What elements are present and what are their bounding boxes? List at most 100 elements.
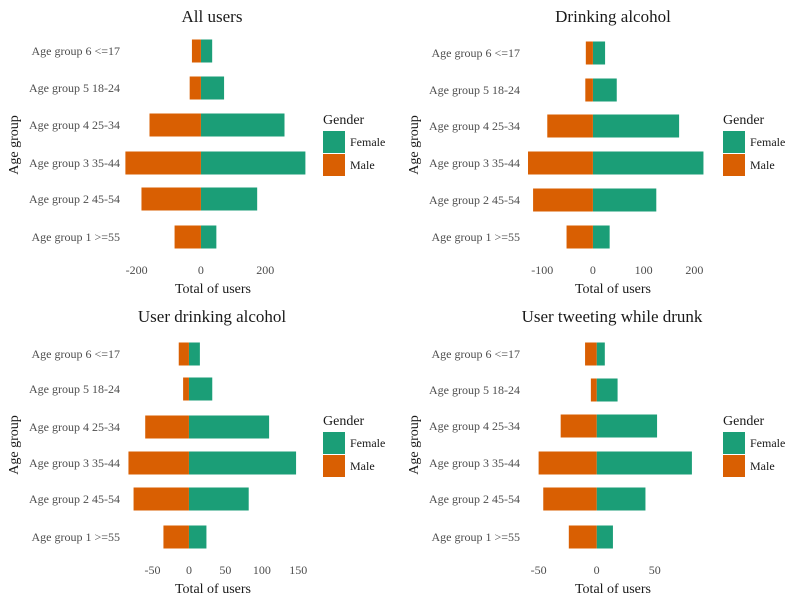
x-tick-label: 100 (635, 263, 653, 277)
y-tick-label: Age group 2 45-54 (429, 492, 520, 506)
x-tick-label: -50 (145, 563, 161, 577)
y-tick-label: Age group 1 >=55 (431, 230, 520, 244)
y-tick-label: Age group 2 45-54 (29, 192, 120, 206)
bar-female (592, 225, 610, 249)
x-tick-label: -100 (531, 263, 553, 277)
bar-male (149, 113, 201, 137)
y-tick-label: Age group 5 18-24 (429, 383, 520, 397)
bar-male (125, 151, 201, 175)
legend-key-male (323, 154, 345, 176)
y-axis-title: Age group (407, 115, 422, 175)
bar-male (174, 225, 201, 249)
bar-female (188, 487, 249, 511)
x-tick-label: 100 (253, 563, 271, 577)
bar-male (183, 377, 189, 401)
y-axis-title: Age group (7, 415, 22, 475)
legend-key-male (323, 455, 345, 477)
y-tick-label: Age group 1 >=55 (31, 230, 120, 244)
chart-title: User drinking alcohol (138, 307, 287, 326)
chart-title: User tweeting while drunk (522, 307, 703, 326)
legend-label: Female (750, 436, 785, 450)
bar-female (596, 487, 646, 511)
legend-label: Female (750, 135, 785, 149)
x-tick-label: -50 (531, 563, 547, 577)
legend-key-female (723, 432, 745, 454)
bar-female (592, 188, 657, 212)
x-axis-title: Total of users (175, 282, 251, 297)
chart-panel: All users Age group 1 >=55 Age group 2 45-… (7, 7, 385, 297)
x-tick-label: 200 (685, 263, 703, 277)
legend: Gender Female Male (323, 113, 385, 176)
bar-male (533, 188, 593, 212)
bar-female (596, 342, 605, 366)
legend-label: Male (750, 158, 775, 172)
y-tick-label: Age group 3 35-44 (29, 456, 120, 470)
legend-label: Male (750, 459, 775, 473)
bar-female (188, 377, 213, 401)
bar-male (585, 78, 593, 102)
legend-key-male (723, 455, 745, 477)
bar-male (585, 342, 597, 366)
bar-male (538, 451, 597, 475)
bar-male (189, 76, 201, 100)
x-axis-title: Total of users (575, 282, 651, 297)
y-tick-label: Age group 2 45-54 (429, 193, 520, 207)
bar-male (528, 151, 593, 175)
y-tick-label: Age group 4 25-34 (429, 119, 520, 133)
bar-female (200, 225, 217, 249)
y-tick-label: Age group 5 18-24 (429, 83, 520, 97)
bar-female (596, 414, 658, 438)
x-axis-title: Total of users (575, 582, 651, 597)
bar-male (585, 41, 593, 65)
bar-male (566, 225, 593, 249)
chart-title: Drinking alcohol (555, 7, 671, 26)
y-tick-label: Age group 1 >=55 (31, 530, 120, 544)
legend-key-female (323, 432, 345, 454)
bar-male (590, 378, 597, 402)
x-tick-label: 150 (289, 563, 307, 577)
legend-title: Gender (723, 113, 765, 128)
y-tick-label: Age group 3 35-44 (429, 456, 520, 470)
bar-female (200, 113, 285, 137)
legend: Gender Female Male (723, 414, 785, 477)
bar-male (145, 415, 189, 439)
y-tick-label: Age group 3 35-44 (29, 156, 120, 170)
y-tick-label: Age group 6 <=17 (31, 347, 120, 361)
legend-label: Male (350, 158, 375, 172)
x-tick-label: 50 (219, 563, 231, 577)
legend: Gender Female Male (323, 414, 385, 477)
x-tick-label: 0 (590, 263, 596, 277)
legend-label: Female (350, 135, 385, 149)
y-tick-label: Age group 3 35-44 (429, 156, 520, 170)
bar-male (141, 187, 201, 211)
bar-female (188, 415, 270, 439)
bar-male (163, 525, 189, 549)
legend-key-male (723, 154, 745, 176)
chart-panel: User tweeting while drunk Age group 1 >=5… (407, 307, 785, 597)
x-tick-label: 200 (256, 263, 274, 277)
y-axis-title: Age group (7, 115, 22, 175)
bar-male (178, 342, 189, 366)
x-tick-label: 50 (649, 563, 661, 577)
bar-female (596, 525, 613, 549)
bar-female (592, 151, 704, 175)
y-tick-label: Age group 4 25-34 (429, 419, 520, 433)
legend-key-female (723, 131, 745, 153)
legend: Gender Female Male (723, 113, 785, 176)
bar-female (200, 151, 306, 175)
bar-male (543, 487, 597, 511)
bar-female (596, 378, 618, 402)
bar-female (188, 342, 200, 366)
x-tick-label: 0 (594, 563, 600, 577)
y-tick-label: Age group 4 25-34 (29, 118, 120, 132)
y-tick-label: Age group 2 45-54 (29, 492, 120, 506)
bar-female (188, 525, 207, 549)
legend-label: Female (350, 436, 385, 450)
bar-female (200, 187, 258, 211)
y-tick-label: Age group 6 <=17 (31, 44, 120, 58)
y-tick-label: Age group 5 18-24 (29, 81, 120, 95)
legend-title: Gender (323, 414, 365, 429)
legend-title: Gender (723, 414, 765, 429)
bar-female (592, 114, 680, 138)
